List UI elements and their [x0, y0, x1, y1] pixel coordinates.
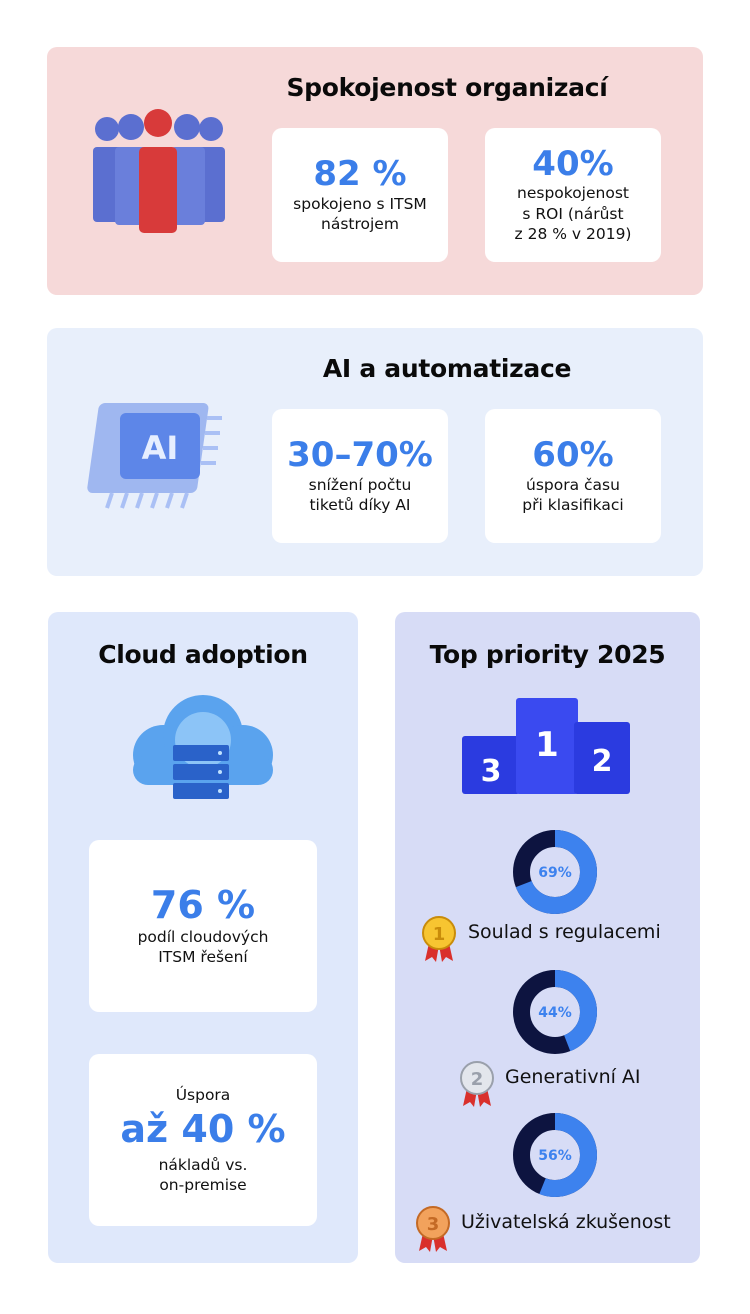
stat-card-cloud-share: 76 % podíl cloudových ITSM řešení — [89, 840, 317, 1012]
priorities-title: Top priority 2025 — [429, 640, 666, 669]
gold-medal-icon: 1 — [419, 915, 459, 967]
satisfaction-title: Spokojenost organizací — [286, 73, 608, 102]
svg-text:1: 1 — [535, 725, 559, 765]
stat-card-satisfied: 82 % spokojeno s ITSM nástrojem — [272, 128, 448, 262]
people-group-icon — [93, 109, 225, 233]
stat-card-roi: 40% nespokojenost s ROI (nárůst z 28 % v 2… — [485, 128, 661, 262]
donut-percent-label: 56% — [538, 1148, 572, 1164]
stat-label: nákladů vs. on-premise — [158, 1155, 248, 1194]
podium-icon: 3 1 2 — [462, 698, 630, 794]
stat-label: spokojeno s ITSM nástrojem — [293, 194, 427, 233]
stat-label: snížení počtu tiketů díky AI — [308, 475, 412, 514]
ai-chip-icon: AI — [87, 403, 222, 509]
stat-value: 40% — [532, 144, 614, 185]
stat-label: nespokojenost s ROI (nárůst z 28 % v 2019) — [514, 184, 632, 243]
ai-title: AI a automatizace — [322, 354, 572, 383]
donut-chart-3: 56% — [513, 1113, 597, 1197]
stat-label: podíl cloudových ITSM řešení — [137, 927, 269, 966]
stat-card-ticket-reduction: 30–70% snížení počtu tiketů díky AI — [272, 409, 448, 543]
stat-card-time-saving: 60% úspora času při klasifikaci — [485, 409, 661, 543]
stat-label: úspora času při klasifikaci — [522, 475, 624, 514]
svg-text:2: 2 — [592, 744, 613, 779]
cloud-title: Cloud adoption — [98, 640, 308, 669]
donut-percent-label: 69% — [538, 865, 572, 881]
svg-text:1: 1 — [433, 924, 446, 945]
priority-label: Soulad s regulacemi — [468, 921, 661, 943]
satisfaction-panel: Spokojenost organizací 82 % spokojeno s … — [47, 47, 703, 295]
donut-percent-label: 44% — [538, 1005, 572, 1021]
ai-panel: AI a automatizace AI 30–70% snížení počt… — [47, 328, 703, 576]
priority-label: Generativní AI — [505, 1066, 641, 1088]
silver-medal-icon: 2 — [457, 1060, 497, 1112]
svg-text:2: 2 — [471, 1069, 484, 1090]
stat-prefix: Úspora — [175, 1085, 231, 1104]
bronze-medal-icon: 3 — [413, 1205, 453, 1257]
svg-text:3: 3 — [427, 1214, 440, 1235]
cloud-panel: Cloud adoption 76 % podíl cloudových ITSM… — [48, 612, 358, 1263]
stat-value: 30–70% — [287, 435, 433, 476]
priority-label: Uživatelská zkušenost — [461, 1211, 671, 1233]
cloud-server-icon — [133, 695, 273, 799]
svg-text:3: 3 — [481, 754, 502, 789]
stat-value: 60% — [532, 435, 614, 476]
donut-value-arc — [513, 1113, 597, 1197]
stat-value: až 40 % — [120, 1107, 286, 1152]
donut-value-arc — [513, 830, 597, 914]
stat-card-cost-saving: Úspora až 40 % nákladů vs. on-premise — [89, 1054, 317, 1226]
stat-value: 76 % — [150, 882, 256, 927]
priorities-panel: Top priority 2025 3 1 2 69% 1 Soulad s reg… — [395, 612, 700, 1263]
donut-value-arc — [513, 970, 597, 1054]
stat-value: 82 % — [313, 154, 407, 195]
donut-chart-2: 44% — [513, 970, 597, 1054]
donut-chart-1: 69% — [513, 830, 597, 914]
chip-text: AI — [142, 429, 179, 467]
